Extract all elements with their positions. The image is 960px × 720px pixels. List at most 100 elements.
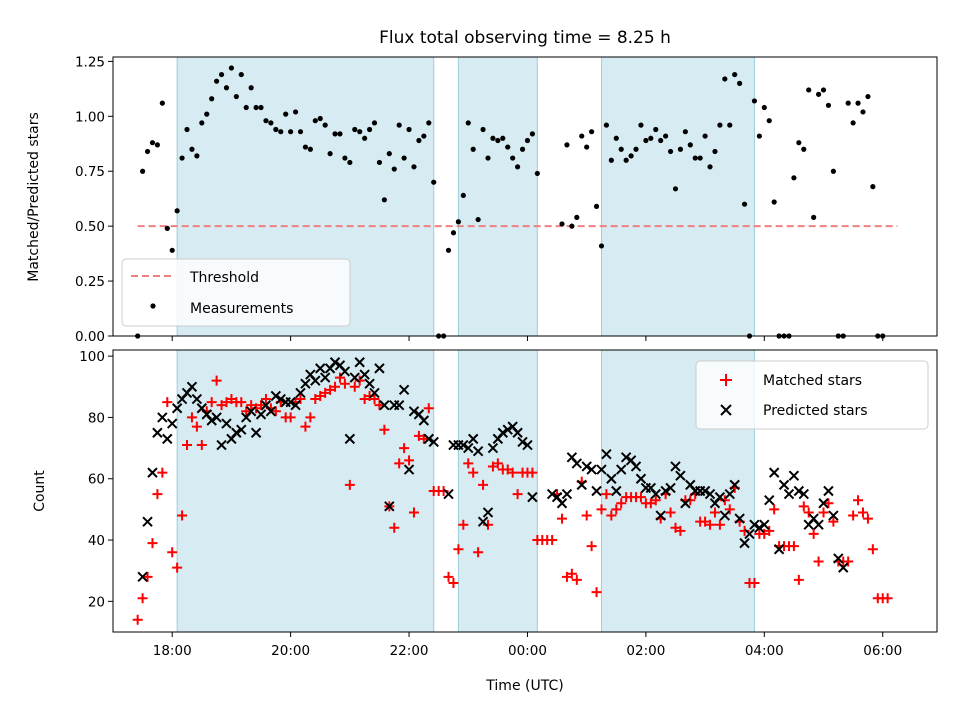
predicted-star-point xyxy=(675,470,686,481)
measurement-point xyxy=(475,216,481,223)
predicted-star-point xyxy=(704,488,716,500)
predicted-star-point xyxy=(635,473,647,484)
predicted-star-point xyxy=(458,439,469,451)
measurement-point xyxy=(618,146,624,152)
matched-star-point xyxy=(788,541,799,552)
measurement-point xyxy=(860,109,866,115)
measurement-point xyxy=(455,219,461,225)
matched-star-point xyxy=(177,510,188,521)
predicted-star-point xyxy=(398,384,410,396)
matched-star-point xyxy=(813,556,824,567)
predicted-star-point xyxy=(793,485,805,497)
x-tick-label: 00:00 xyxy=(508,643,547,659)
measurement-point xyxy=(288,129,294,135)
matched-star-point xyxy=(818,507,829,518)
y-tick-label: 1.25 xyxy=(75,54,105,70)
predicted-star-point xyxy=(403,464,415,475)
measurements-series xyxy=(135,65,886,339)
measurements-legend-label: Measurements xyxy=(190,301,293,317)
matched-star-point xyxy=(211,375,222,386)
matched-star-point xyxy=(808,528,819,539)
matched-star-point xyxy=(468,467,479,478)
measurement-point xyxy=(564,142,570,148)
measurement-point xyxy=(268,120,274,126)
measurement-point xyxy=(722,76,728,82)
matched-star-point xyxy=(270,406,281,417)
predicted-star-point xyxy=(714,491,726,503)
matched-star-point xyxy=(137,593,148,604)
matched-star-point xyxy=(566,568,577,579)
predicted-star-point xyxy=(300,378,311,389)
y-tick-label: 1.00 xyxy=(75,109,105,125)
measurement-point xyxy=(263,118,269,124)
measurement-point xyxy=(184,126,190,133)
predicted-star-point xyxy=(423,433,434,445)
matched-star-point xyxy=(606,510,617,521)
measurement-point xyxy=(144,148,151,155)
matched-star-point xyxy=(492,458,503,469)
predicted-star-point xyxy=(255,409,267,420)
measurements-legend-swatch xyxy=(150,303,156,309)
measurement-point xyxy=(519,146,526,152)
predicted-star-point xyxy=(186,381,198,392)
matched-star-point xyxy=(438,486,449,496)
measurement-point xyxy=(727,122,733,128)
top-y-axis: 0.00 0.25 0.50 0.75 1.00 1.25 xyxy=(75,54,113,345)
measurement-point xyxy=(495,137,501,144)
matched-star-point xyxy=(685,495,696,506)
matched-star-point xyxy=(162,397,173,408)
predicted-star-point xyxy=(768,467,780,478)
matched-star-point xyxy=(172,562,183,573)
predicted-star-point xyxy=(236,424,247,435)
measurement-point xyxy=(357,129,363,135)
measurement-point xyxy=(633,146,639,152)
top-panel: 0.00 0.25 0.50 0.75 1.00 1.25 Matched/Predict… xyxy=(26,54,938,345)
predicted-star-point xyxy=(472,445,484,457)
matched-star-point xyxy=(408,507,419,518)
measurement-point xyxy=(865,93,871,100)
predicted-star-point xyxy=(838,562,849,573)
matched-star-point xyxy=(591,587,602,598)
measurement-point xyxy=(667,148,674,155)
top-plot-frame xyxy=(112,56,938,337)
measurement-point xyxy=(470,146,476,152)
measurement-point xyxy=(258,104,264,111)
measurement-point xyxy=(327,151,333,157)
measurement-point xyxy=(283,111,289,117)
predicted-star-point xyxy=(833,553,844,564)
predicted-star-point xyxy=(162,433,173,445)
predicted-star-point xyxy=(576,479,587,491)
predicted-star-point xyxy=(477,516,489,527)
matched-star-point xyxy=(344,479,355,490)
measurement-point xyxy=(490,135,496,141)
measurement-point xyxy=(248,85,254,91)
matched-star-point xyxy=(453,544,464,555)
y-tick-label: 60 xyxy=(88,472,105,488)
matched-star-point xyxy=(152,489,163,500)
predicted-star-point xyxy=(344,433,356,445)
x-tick-label: 06:00 xyxy=(863,643,902,659)
predicted-star-point xyxy=(384,501,395,512)
matched-star-point xyxy=(724,504,735,515)
matched-star-point xyxy=(458,519,469,530)
y-tick-label: 100 xyxy=(79,349,105,365)
measurement-point xyxy=(189,146,195,152)
measurement-point xyxy=(593,203,600,209)
predicted-star-point xyxy=(517,436,528,448)
predicted-star-point xyxy=(482,507,494,518)
measurement-point xyxy=(421,133,427,139)
matched-star-point xyxy=(463,458,474,469)
predicted-star-point xyxy=(167,418,178,429)
predicted-star-point xyxy=(650,488,661,500)
x-tick-label: 20:00 xyxy=(271,643,310,659)
matched-star-point xyxy=(803,507,814,518)
matched-star-point xyxy=(478,479,489,490)
measurement-point xyxy=(663,133,669,139)
matched-legend-label: Matched stars xyxy=(763,373,862,389)
matched-star-point xyxy=(305,412,316,423)
matched-star-point xyxy=(236,397,247,408)
measurement-point xyxy=(653,126,659,133)
matched-star-point xyxy=(191,421,202,432)
measurement-point xyxy=(524,137,531,144)
